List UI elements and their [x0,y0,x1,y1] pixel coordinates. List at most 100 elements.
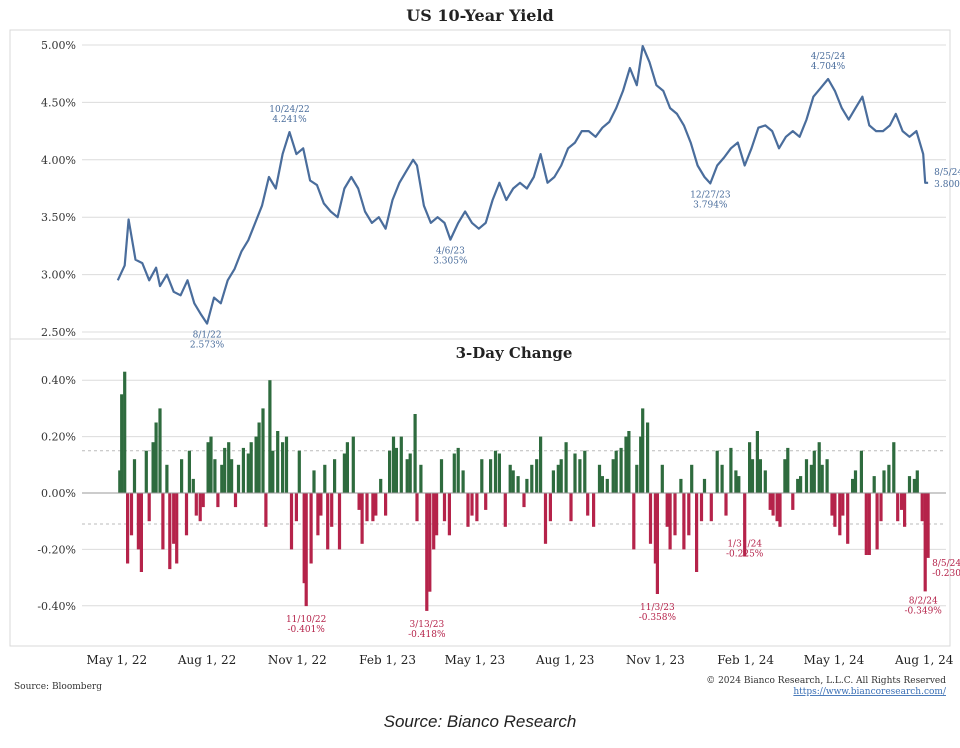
change-bar-up [261,408,265,493]
change-bar-up [817,442,821,493]
change-bar-up [154,422,158,493]
change-bar-up [419,464,423,493]
change-annotation-value: -0.349% [905,606,943,616]
change-bar-down [326,493,330,550]
change-bar-down [442,493,447,522]
change-annotation-date: 8/2/24 [909,596,938,606]
change-bar-up [493,450,498,493]
change-bar-up [679,478,683,493]
change-bar-up [165,464,169,493]
change-bar-up [851,478,855,493]
x-tick-label: Aug 1, 22 [177,653,236,667]
change-bar-up [812,450,816,493]
change-bar-up [489,459,493,493]
change-bar-up [206,442,210,493]
change-bar-down [846,493,850,544]
change-bar-up [281,442,285,493]
website-link[interactable]: https://www.biancoresearch.com/ [793,687,947,697]
change-bar-down [365,493,369,522]
x-tick-label: Aug 1, 23 [535,653,594,667]
change-bar-down [648,493,653,544]
x-tick-label: Nov 1, 23 [626,653,685,667]
yield-line [116,45,929,325]
change-bar-up [342,453,346,493]
change-annotation-date: 3/13/23 [409,620,444,630]
change-bar-up [755,431,759,493]
change-bar-up [480,459,484,493]
change-bar-up [271,450,275,493]
change-bar-down [586,493,590,516]
change-bar-up [729,447,733,493]
change-bar-down [768,493,772,510]
change-bar-up [158,408,162,493]
yield-series-line [116,45,929,325]
top-grid [82,44,946,333]
change-bar-up [912,478,916,493]
change-bar-up [497,453,501,493]
yield-annotation-date: 12/27/23 [690,190,731,200]
change-bar-down [484,493,488,510]
change-bar-up [551,470,555,493]
change-bar-down [201,493,205,508]
change-bar-down [699,493,704,522]
change-bar-down [743,493,747,557]
x-tick-label: May 1, 23 [445,653,506,667]
change-bar-up [223,447,227,493]
yield-annotation-value: 4.704% [811,62,846,72]
bottom-y-tick-label: 0.20% [41,431,76,444]
change-bar-up [715,450,719,493]
yield-annotation-value: 4.241% [272,115,307,125]
change-bar-down [415,493,419,522]
top-y-tick-label: 5.00% [41,39,76,52]
change-bar-up [646,422,650,493]
change-bar-up [535,459,539,493]
change-bar-down [147,493,151,522]
change-annotation-value: -0.230% [932,569,960,579]
change-bar-down [304,493,308,607]
change-bar-up [213,459,217,493]
x-axis-tick-labels: May 1, 22 Aug 1, 22 Nov 1, 22 Feb 1, 23 May … [87,653,954,667]
change-bar-up [573,453,577,493]
change-bar-up [748,442,752,493]
change-bar-up [118,470,122,493]
change-bar-down [503,493,507,527]
change-bar-down [319,493,323,516]
top-chart-title: US 10-Year Yield [406,6,553,25]
change-bar-down [543,493,548,544]
change-bar-up [297,450,301,493]
change-bar-up [786,447,790,493]
change-bar-down [778,493,782,527]
change-bar-up [627,431,631,493]
change-bar-up [578,459,582,493]
yield-annotation-value: 3.800% [934,180,960,190]
change-bar-up [413,414,417,493]
change-bar-up [254,436,258,493]
change-bar-down [655,493,659,594]
yield-annotations: 8/1/222.573% 10/24/224.241% 4/6/233.305% 12… [190,52,960,351]
change-bar-down [384,493,388,516]
bottom-y-tick-label: 0.00% [41,487,76,500]
change-bar-up [825,459,829,493]
change-bar-up [351,436,355,493]
change-bar-up [600,476,604,493]
change-bar-down [687,493,691,536]
change-bar-up [180,459,184,493]
change-bar-down [360,493,364,544]
change-bar-up [439,459,444,493]
change-bar-up [209,436,213,493]
change-bar-down [374,493,378,516]
change-bar-up [345,442,349,493]
change-bar-down [425,493,429,611]
change-bar-down [592,493,596,527]
change-bar-up [809,464,813,493]
change-bar-up [720,464,724,493]
change-bar-up [333,459,337,493]
change-bar-down [172,493,176,544]
top-y-tick-label: 4.00% [41,154,76,167]
change-bar-down [771,493,775,516]
change-bar-down [161,493,165,550]
change-bar-up [559,459,563,493]
change-annotation-date: 11/10/22 [286,615,326,625]
